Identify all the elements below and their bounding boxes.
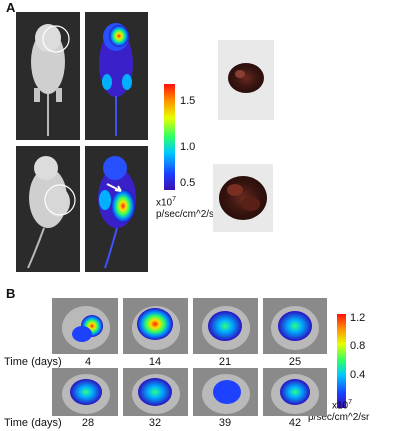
colorbar-b-tick: 0.8 (350, 340, 366, 352)
mouse-bli-top (85, 12, 148, 140)
mouse-photo-bottom-gray (16, 146, 80, 272)
bli-day-image (123, 368, 188, 416)
time-value: 32 (148, 417, 162, 429)
bli-day-image (193, 368, 258, 416)
time-value: 28 (81, 417, 95, 429)
tumor-circle-marker (42, 25, 70, 53)
excised-tumor-photo-bottom (213, 164, 273, 232)
time-value: 42 (288, 417, 302, 429)
panel-a-label: A (6, 0, 16, 15)
colorbar-a-tick: 0.5 (180, 177, 196, 189)
colorbar-b-unit: p/sec/cm^2/sr (308, 412, 370, 423)
colorbar-b-tick: 0.4 (350, 369, 366, 381)
colorbar-a-tick: 1.0 (180, 141, 196, 153)
time-value: 39 (218, 417, 232, 429)
panel-b-label: B (6, 286, 16, 301)
colorbar-b (337, 314, 346, 408)
colorbar-b-multiplier: x107 (332, 399, 353, 412)
colorbar-a-multiplier: x107 (156, 196, 177, 209)
tumor-circle-marker-bottom (44, 184, 76, 216)
colorbar-b-tick: 1.2 (350, 312, 366, 324)
bli-day-image (123, 298, 188, 354)
colorbar-a (164, 84, 175, 190)
excised-tumor-photo-top (218, 40, 274, 120)
time-value: 21 (218, 356, 232, 368)
bli-day-image (263, 368, 327, 416)
time-label-row1: Time (days) (4, 356, 62, 368)
bli-day-image (263, 298, 327, 354)
time-value: 4 (84, 356, 92, 368)
colorbar-a-tick: 1.5 (180, 95, 196, 107)
mouse-bli-bottom (85, 146, 148, 272)
time-label-row2: Time (days) (4, 417, 62, 429)
colorbar-a-unit: p/sec/cm^2/sr (156, 209, 218, 220)
time-value: 25 (288, 356, 302, 368)
time-value: 14 (148, 356, 162, 368)
mouse-photo-top-gray (16, 12, 80, 140)
bli-day-image (52, 368, 118, 416)
bli-day-image (52, 298, 118, 354)
bli-day-image (193, 298, 258, 354)
